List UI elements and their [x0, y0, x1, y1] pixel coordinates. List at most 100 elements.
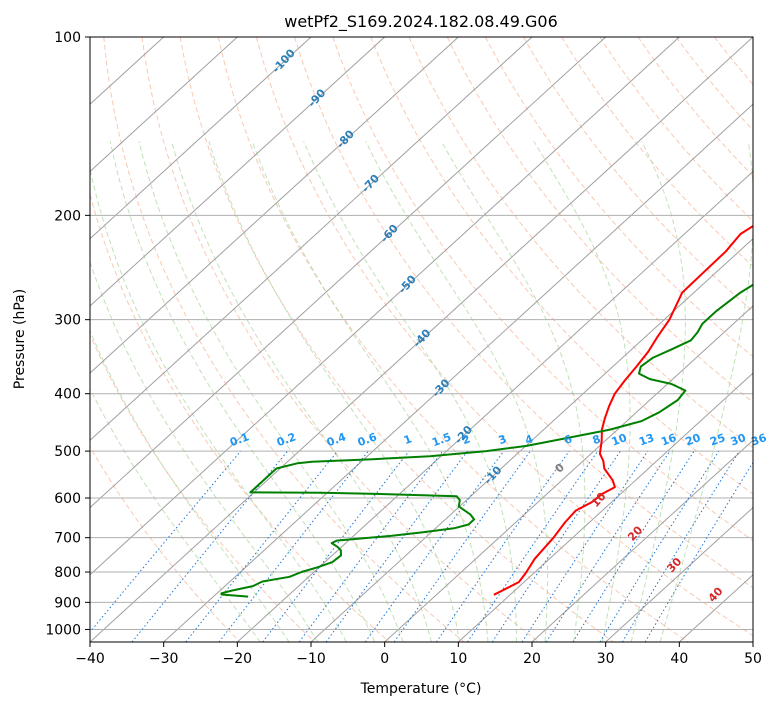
mixing-ratio-label: 1.5	[430, 430, 453, 449]
x-tick-label: 40	[670, 651, 688, 667]
mixing-ratio-label: 6	[562, 432, 574, 447]
mixing-ratio-line	[644, 461, 753, 642]
mixing-ratio-line	[262, 450, 410, 642]
mixing-ratio-label: 3	[497, 432, 509, 447]
x-axis-label: Temperature (°C)	[360, 681, 482, 697]
y-tick-label: 500	[54, 444, 81, 460]
dry-adiabat	[561, 37, 753, 267]
mixing-ratio-label: 16	[659, 431, 678, 449]
mixing-ratio-line	[325, 450, 468, 642]
dry-adiabat	[90, 192, 390, 642]
y-tick-label: 1000	[45, 622, 81, 638]
background-grid	[90, 37, 753, 642]
mixing-ratio-line	[521, 450, 649, 642]
isotherm-line	[90, 37, 753, 642]
mixing-ratio-line	[467, 450, 599, 642]
x-tick-label: 20	[523, 651, 541, 667]
x-tick-label: 50	[744, 651, 762, 667]
y-tick-label: 800	[54, 565, 81, 581]
dry-adiabat	[752, 37, 753, 39]
isotherm-line	[531, 439, 753, 642]
mixing-ratio-label: 1	[402, 432, 414, 447]
isotherm-line	[90, 37, 238, 173]
moist-adiabat	[90, 167, 347, 642]
dry-adiabat	[256, 37, 753, 637]
mixing-ratio-line	[364, 450, 505, 642]
y-tick-label: 600	[54, 491, 81, 507]
mixing-ratio-line	[393, 450, 531, 642]
mixing-ratio-line	[545, 450, 671, 642]
mixing-ratio-label: 4	[523, 432, 535, 447]
x-tick-label: 0	[380, 651, 389, 667]
warm-isotherm-label: 0	[552, 461, 567, 476]
isotherm-line	[90, 37, 680, 576]
dry-adiabat	[484, 37, 753, 358]
mixing-ratio-label: 0.2	[275, 430, 298, 449]
dry-adiabat	[714, 37, 753, 86]
x-tick-label: −30	[149, 651, 179, 667]
isotherm-line	[90, 37, 533, 442]
y-tick-label: 900	[54, 595, 81, 611]
y-tick-label: 200	[54, 208, 81, 224]
mixing-ratio-line	[298, 450, 444, 642]
dry-adiabat	[179, 37, 614, 642]
isotherm-label: -100	[270, 46, 298, 75]
isotherm-line	[457, 372, 753, 642]
isotherm-line	[90, 37, 459, 374]
y-tick-label: 300	[54, 313, 81, 329]
mixing-ratio-line	[90, 450, 242, 633]
mixing-ratio-line	[131, 450, 288, 642]
mixing-ratio-label: 2	[461, 432, 473, 447]
mixing-ratio-label: 25	[708, 431, 727, 448]
mixing-ratio-label: 13	[637, 431, 656, 448]
mixing-ratio-label: 36	[749, 431, 768, 449]
y-axis-label: Pressure (hPa)	[12, 289, 28, 389]
x-tick-label: 30	[597, 651, 615, 667]
chart-title: wetPf2_S169.2024.182.08.49.G06	[284, 12, 558, 32]
plot-frame	[89, 36, 754, 643]
mixing-ratio-label: 0.1	[228, 430, 251, 449]
dry-adiabat	[370, 37, 753, 495]
isotherm-line	[163, 103, 753, 642]
isotherm-line	[90, 37, 312, 240]
mixing-ratio-line	[572, 450, 695, 642]
mixing-ratio-line	[621, 450, 740, 642]
dry-adiabat	[446, 37, 753, 403]
isotherm-line	[90, 37, 386, 307]
dry-adiabat	[523, 37, 753, 313]
x-tick-label: −20	[223, 651, 253, 667]
dry-adiabat	[90, 445, 241, 642]
mixing-ratio-line	[218, 450, 369, 642]
mixing-ratio-label: 20	[684, 431, 703, 449]
mixing-ratio-line	[491, 450, 621, 642]
mixing-ratio-label: 30	[729, 431, 748, 449]
isotherm-line	[752, 641, 753, 642]
temperature-profile	[493, 224, 753, 596]
mixing-ratio-line	[435, 450, 570, 642]
dry-adiabat	[599, 37, 753, 222]
dry-adiabat	[408, 37, 753, 449]
x-tick-label: −10	[296, 651, 326, 667]
dewpoint-profile	[220, 283, 753, 598]
isotherm-line	[605, 506, 753, 642]
moist-adiabat	[138, 141, 404, 642]
x-tick-label: −40	[75, 651, 105, 667]
isotherm-line	[384, 305, 753, 642]
dry-adiabat	[637, 37, 753, 177]
profile-lines	[220, 224, 753, 598]
isopleth-labels: -100-90-80-70-60-50-40-30-20-100.1 0.2 0.4…	[228, 46, 768, 604]
mixing-ratio-line	[599, 450, 720, 642]
x-axis-ticks: −40 −30 −20 −10 0 10 20 30 40 50	[75, 642, 762, 667]
mixing-ratio-label: 0.6	[356, 430, 379, 449]
moist-adiabat	[171, 141, 432, 642]
y-tick-label: 100	[54, 30, 81, 46]
y-axis-ticks: 100 200 300 400 500 600 700 800 900 1000	[45, 30, 90, 638]
dry-adiabat	[90, 333, 316, 642]
isotherm-line	[90, 37, 607, 509]
dry-adiabat	[217, 37, 689, 642]
mixing-ratio-label: 8	[591, 432, 603, 447]
y-tick-label: 700	[54, 531, 81, 547]
y-tick-label: 400	[54, 387, 81, 403]
mixing-ratio-label: 0.4	[325, 430, 348, 449]
